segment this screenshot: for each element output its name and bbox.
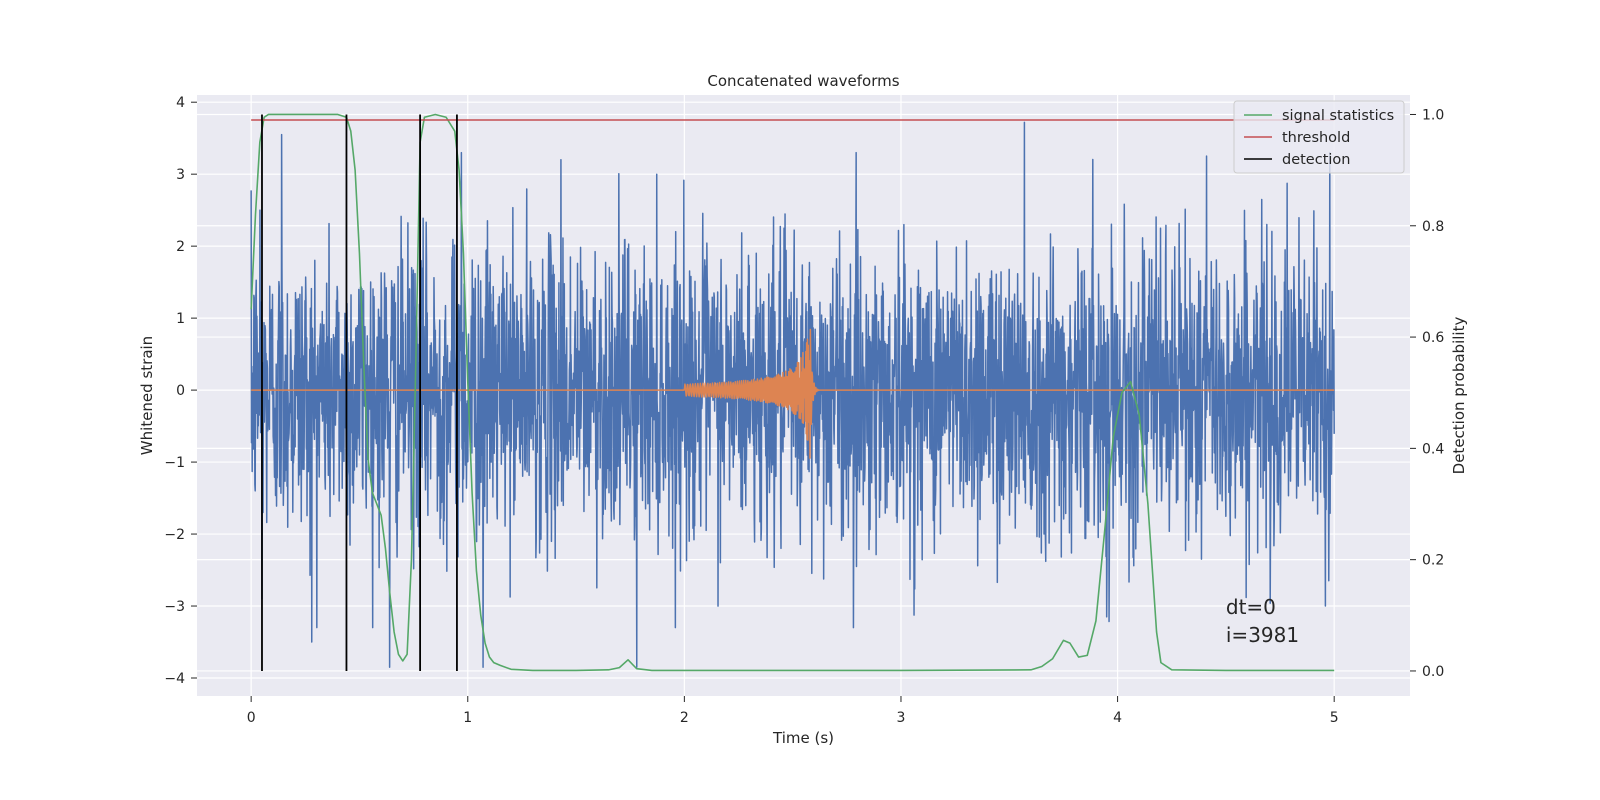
x-tick-label: 4 [1113,710,1122,726]
x-tick-label: 0 [247,710,256,726]
y-tick-label-right: 0.2 [1422,553,1444,569]
x-tick-label: 3 [897,710,906,726]
y-tick-label-left: 2 [176,239,185,255]
annotation-index: i=3981 [1226,623,1299,647]
y-tick-label-left: 4 [176,95,185,111]
y-tick-label-left: 1 [176,311,185,327]
y-tick-label-right: 0.8 [1422,219,1444,235]
detection-lines [261,114,458,671]
y-tick-label-left: −3 [164,599,185,615]
legend-label-threshold: threshold [1282,130,1350,146]
axis-ticks: 0 1 2 3 4 5 −4 −3 −2 −1 0 1 2 3 4 0.0 0.2 0.4 0.6 0.8 1.0 [164,95,1444,726]
y-tick-label-left: −2 [164,527,185,543]
y-axis-label-left: Whitened strain [138,336,156,455]
legend-label-detection: detection [1282,152,1350,168]
x-tick-label: 2 [680,710,689,726]
noise-series-line [250,121,1335,668]
y-tick-label-right: 0.6 [1422,330,1444,346]
y-tick-label-left: −4 [164,671,185,687]
y-tick-label-left: 3 [176,167,185,183]
x-axis-label: Time (s) [772,729,834,747]
annotation-dt: dt=0 [1226,595,1276,619]
chart-title: Concatenated waveforms [707,72,899,90]
y-tick-label-right: 0.0 [1422,664,1444,680]
y-axis-label-right: Detection probability [1450,317,1468,475]
legend: signal statistics threshold detection [1233,100,1405,174]
y-tick-label-right: 0.4 [1422,441,1444,457]
x-tick-label: 5 [1330,710,1339,726]
legend-label-signal-statistics: signal statistics [1282,108,1394,124]
waveform-series-line [250,328,1335,459]
legend-box [1233,100,1405,174]
y-tick-label-left: 0 [176,383,185,399]
x-tick-label: 1 [463,710,472,726]
data-layer [250,113,1335,672]
annotation: dt=0 i=3981 [1226,595,1299,647]
signal-statistics-line [250,113,1335,672]
y-tick-label-right: 1.0 [1422,107,1444,123]
y-tick-label-left: −1 [164,455,185,471]
